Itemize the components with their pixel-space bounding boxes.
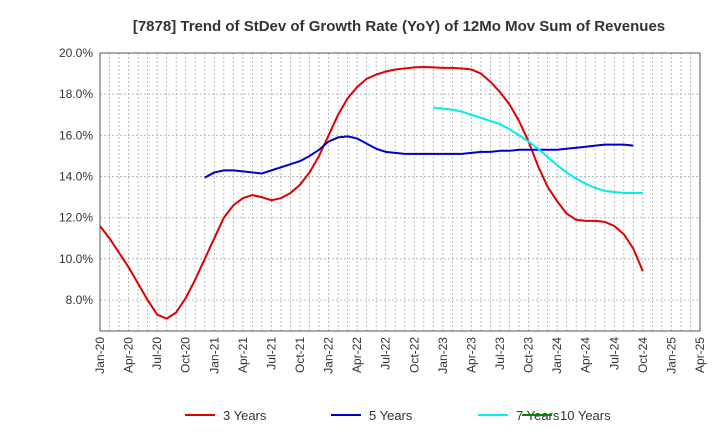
x-tick-label: Apr-24 [579, 337, 593, 373]
x-tick-label: Jul-22 [379, 337, 393, 370]
x-axis-ticks: Jan-20 Apr-20 Jul-20 Oct-20 Jan-21 Apr-21 Jul-… [93, 337, 707, 374]
y-axis-ticks: 8.0% 10.0% 12.0% 14.0% 16.0% 18.0% 20.0% [59, 46, 93, 307]
x-tick-label: Jul-21 [264, 337, 278, 370]
x-tick-label: Jan-22 [322, 337, 336, 374]
y-tick-label: 8.0% [66, 293, 94, 307]
x-tick-label: Oct-23 [522, 337, 536, 373]
x-tick-label: Oct-24 [636, 337, 650, 373]
x-tick-label: Apr-20 [122, 337, 136, 373]
y-tick-label: 10.0% [59, 252, 93, 266]
x-tick-label: Jan-23 [436, 337, 450, 374]
x-tick-label: Jan-20 [93, 337, 107, 374]
x-tick-label: Jul-24 [607, 337, 621, 370]
x-tick-label: Oct-20 [179, 337, 193, 373]
series-line-5-years [204, 135, 634, 179]
y-tick-label: 12.0% [59, 211, 93, 225]
legend: 3 Years 5 Years 7 Years 10 Years [185, 408, 611, 423]
chart-title: [7878] Trend of StDev of Growth Rate (Yo… [133, 18, 665, 35]
x-tick-label: Oct-21 [293, 337, 307, 373]
x-tick-label: Apr-23 [464, 337, 478, 373]
x-tick-label: Apr-22 [350, 337, 364, 373]
series-line-3-years [99, 66, 644, 320]
legend-label: 10 Years [560, 408, 611, 423]
y-tick-label: 14.0% [59, 170, 93, 184]
y-tick-label: 18.0% [59, 87, 93, 101]
x-tick-label: Apr-21 [236, 337, 250, 373]
legend-label: 5 Years [369, 408, 413, 423]
x-tick-label: Jul-23 [493, 337, 507, 370]
plot-frame [99, 52, 701, 332]
x-tick-label: Jan-21 [207, 337, 221, 374]
x-tick-label: Jul-20 [150, 337, 164, 370]
legend-label: 3 Years [223, 408, 267, 423]
x-tick-label: Jan-24 [550, 337, 564, 374]
y-tick-label: 16.0% [59, 128, 93, 142]
x-tick-label: Jan-25 [664, 337, 678, 374]
y-tick-label: 20.0% [59, 46, 93, 60]
series-line-7-years [433, 106, 643, 195]
series-lines [99, 66, 644, 320]
x-tick-label: Oct-22 [407, 337, 421, 373]
x-tick-label: Apr-25 [693, 337, 707, 373]
